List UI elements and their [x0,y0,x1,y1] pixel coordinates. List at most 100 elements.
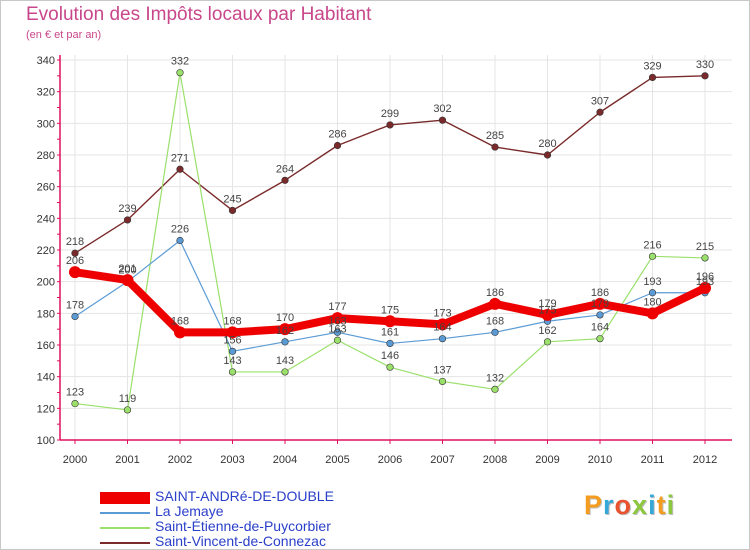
x-tick-label: 2010 [588,454,612,466]
data-point [228,347,237,355]
data-label: 170 [276,312,294,324]
x-tick-label: 2011 [641,454,665,466]
data-label: 178 [66,300,84,312]
data-point [333,328,342,336]
legend-label: Saint-Étienne-de-Puycorbier [155,518,331,534]
data-label: 218 [66,236,84,248]
data-label: 271 [171,152,189,164]
data-point [543,338,552,346]
y-tick-label: 140 [37,372,55,384]
data-label: 196 [696,271,714,283]
data-point [491,143,499,151]
data-point [123,216,132,224]
y-tick-label: 200 [37,277,55,289]
data-point [543,151,552,159]
data-label: 168 [486,315,504,327]
data-point [491,385,499,393]
data-point [281,368,289,376]
data-point [491,328,499,336]
data-point [648,252,657,260]
data-point [438,377,447,386]
logo-letter: i [666,490,676,520]
data-point [438,116,447,124]
data-label: 226 [171,224,189,236]
data-point [71,249,79,257]
data-point [489,297,501,310]
y-tick-label: 260 [37,182,55,194]
data-label: 156 [223,334,241,346]
logo-letter: P [584,490,604,520]
data-point [331,312,344,325]
legend-swatch [100,542,150,544]
x-tick-label: 2003 [220,454,244,466]
x-tick-label: 2009 [535,454,559,466]
data-point [701,254,709,262]
data-label: 280 [538,138,556,150]
data-point [279,323,291,336]
x-tick-label: 2008 [483,454,507,466]
data-label: 168 [223,315,241,327]
legend-label: SAINT-ANDRé-DE-DOUBLE [155,488,334,504]
x-tick-label: 2005 [325,454,349,466]
legend-label: La Jemaye [155,503,224,519]
data-label: 162 [538,325,556,337]
data-point [228,368,237,376]
y-tick-label: 220 [37,245,55,257]
x-tick-label: 2000 [63,454,87,466]
data-point [71,312,79,321]
data-label: 200 [118,265,136,277]
y-tick-label: 120 [37,403,55,415]
data-point [701,72,709,80]
y-tick-label: 340 [37,55,55,67]
data-label: 180 [643,296,661,308]
data-point [541,308,554,321]
data-label: 186 [591,287,609,299]
data-label: 179 [538,298,556,310]
data-point [333,336,342,344]
data-label: 215 [696,241,714,253]
y-tick-label: 100 [37,435,55,447]
data-label: 216 [643,239,661,251]
data-label: 173 [433,307,451,319]
data-label: 175 [538,304,556,316]
data-point [596,335,604,343]
y-tick-label: 320 [37,87,55,99]
data-label: 175 [381,304,399,316]
data-point [176,236,184,245]
data-label: 201 [118,263,136,275]
data-point [386,363,394,371]
data-point [596,108,604,116]
data-label: 168 [171,315,189,327]
proxiti-logo: Proxiti [584,490,675,521]
logo-letter: t [656,490,667,520]
legend-swatch [100,512,150,514]
data-point [699,282,711,294]
x-tick-label: 2002 [168,454,192,466]
data-point [648,73,657,82]
x-tick-label: 2001 [115,454,139,466]
data-point [226,326,239,339]
data-point [228,206,237,215]
data-label: 302 [433,103,451,115]
y-tick-label: 240 [37,213,55,225]
x-tick-label: 2006 [378,454,402,466]
data-label: 193 [643,276,661,288]
data-point [69,266,81,279]
data-point [176,165,184,173]
data-point [121,274,134,287]
data-label: 137 [433,364,451,376]
logo-letter: i [648,490,657,520]
data-label: 132 [486,372,504,384]
data-label: 164 [591,322,609,334]
data-label: 143 [223,355,241,367]
data-label: 123 [66,387,84,399]
chart-title: Evolution des Impôts locaux par Habitant [26,4,372,25]
data-point [384,315,396,328]
x-tick-label: 2012 [693,454,717,466]
legend-swatch [100,492,150,504]
legend-swatch [100,527,150,529]
data-label: 119 [119,393,137,405]
data-point [438,335,447,343]
chart-subtitle: (en € et par an) [26,29,102,41]
